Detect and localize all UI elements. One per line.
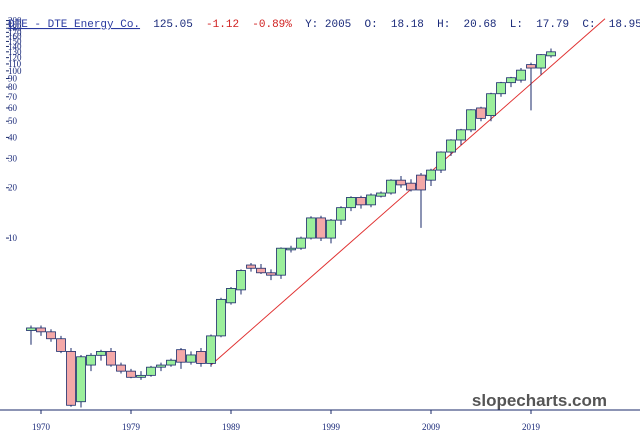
- plot: 1020304050607080901001101201301401501601…: [6, 16, 606, 432]
- header: DTE - DTE Energy Co. 125.05 -1.12 -0.89%…: [8, 19, 640, 31]
- header-item: 18.95: [609, 19, 640, 31]
- candle-body: [426, 169, 436, 181]
- header-item: C:: [582, 19, 595, 31]
- candle-body: [66, 351, 76, 406]
- y-tick-label: 100: [8, 66, 22, 76]
- y-tick-label: 80: [8, 82, 18, 92]
- header-item: -1.12: [206, 19, 239, 31]
- candle-body: [536, 54, 546, 69]
- candle-body: [116, 364, 126, 372]
- y-tick-label: 190: [8, 19, 22, 29]
- y-tick-label: 110: [8, 59, 22, 69]
- candle-body: [546, 51, 556, 57]
- watermark: slopecharts.com: [472, 391, 607, 410]
- candle-body: [126, 370, 136, 378]
- candle-body: [356, 197, 366, 206]
- x-tick-label: 2019: [522, 422, 541, 432]
- candle-body: [446, 139, 456, 153]
- header-item: 18.18: [391, 19, 424, 31]
- candle-body: [516, 69, 526, 81]
- y-tick-label: 160: [8, 32, 22, 42]
- y-tick-label: 20: [8, 183, 18, 193]
- header-item: DTE - DTE Energy Co.: [8, 19, 140, 31]
- candle-body: [166, 359, 176, 366]
- header-item: L:: [510, 19, 523, 31]
- candle-body: [436, 151, 446, 171]
- candle-body: [366, 194, 376, 206]
- candle-body: [496, 82, 506, 95]
- x-tick-label: 1970: [32, 422, 51, 432]
- candle-body: [256, 267, 266, 274]
- candle-body: [76, 356, 86, 403]
- candle-body: [226, 288, 236, 304]
- candle-body: [176, 349, 186, 363]
- candle-body: [306, 217, 316, 239]
- candle-body: [326, 219, 336, 239]
- header-item: H:: [437, 19, 450, 31]
- header-item: -0.89%: [252, 19, 292, 31]
- candle-body: [316, 217, 326, 239]
- x-tick-label: 1979: [122, 422, 141, 432]
- x-tick-label: 2009: [422, 422, 441, 432]
- candle-body: [486, 93, 496, 117]
- y-tick-label: 170: [8, 27, 22, 37]
- y-tick-label: 140: [8, 41, 22, 51]
- candle-body: [86, 354, 96, 366]
- candle-body: [476, 107, 486, 119]
- x-tick-label: 1989: [222, 422, 241, 432]
- candle-body: [206, 335, 216, 364]
- y-tick-label: 150: [8, 36, 22, 46]
- trendline: [210, 18, 606, 366]
- y-tick-label: 70: [8, 92, 18, 102]
- y-tick-label: 90: [8, 74, 18, 84]
- y-tick-label: 10: [8, 233, 18, 243]
- y-tick-label: 60: [8, 103, 18, 113]
- header-item: 125.05: [153, 19, 193, 31]
- candle-body: [106, 351, 116, 366]
- candle-body: [146, 366, 156, 376]
- candle-body: [56, 338, 66, 352]
- header-item: O:: [365, 19, 378, 31]
- candle-body: [236, 270, 246, 291]
- header-item: 20.68: [464, 19, 497, 31]
- candle-body: [46, 331, 56, 340]
- candle-body: [336, 207, 346, 221]
- candle-body: [96, 351, 106, 356]
- candle-body: [296, 237, 306, 249]
- candle-body: [216, 298, 226, 337]
- candle-body: [196, 351, 206, 364]
- x-tick-label: 1999: [322, 422, 341, 432]
- candle-body: [506, 77, 516, 84]
- candle-body: [36, 327, 46, 333]
- header-item: Y: 2005: [305, 19, 351, 31]
- candle-body: [186, 354, 196, 363]
- candle-body: [376, 192, 386, 197]
- y-tick-label: 180: [8, 23, 22, 33]
- candle-body: [246, 264, 256, 269]
- y-tick-label: 130: [8, 47, 22, 57]
- candle-body: [276, 247, 286, 276]
- y-tick-label: 50: [8, 116, 18, 126]
- candle-body: [346, 197, 356, 209]
- candle-body: [526, 64, 536, 69]
- candle-body: [26, 327, 36, 331]
- candle-body: [406, 182, 416, 191]
- y-tick-label: 200: [8, 16, 22, 26]
- y-tick-label: 40: [8, 132, 18, 142]
- candle-body: [266, 272, 276, 276]
- candle-body: [416, 174, 426, 191]
- y-tick-label: 30: [8, 153, 18, 163]
- candle-body: [286, 247, 296, 251]
- candle-body: [386, 179, 396, 194]
- candle-body: [456, 129, 466, 141]
- y-tick-label: 120: [8, 53, 22, 63]
- candle-body: [466, 109, 476, 131]
- candle-body: [156, 364, 166, 368]
- header-item: 17.79: [536, 19, 569, 31]
- candle-body: [136, 374, 146, 378]
- candle-body: [396, 179, 406, 186]
